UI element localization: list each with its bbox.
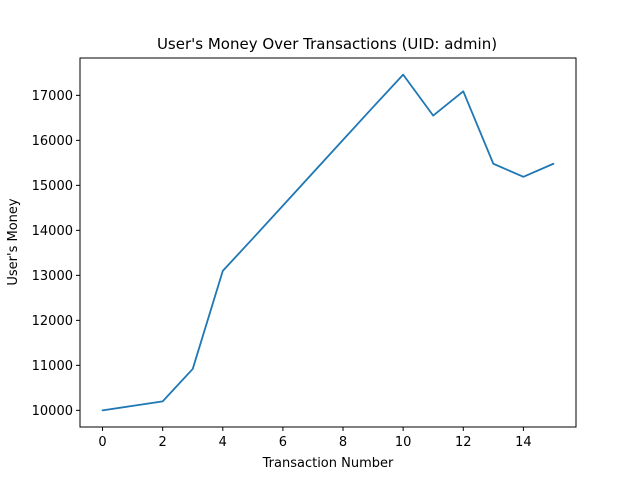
y-tick-label: 17000 [32,89,73,104]
x-tick-label: 0 [98,435,106,450]
x-tick-label: 8 [339,435,347,450]
x-tick-label: 10 [395,435,412,450]
y-tick-label: 16000 [32,134,73,149]
y-axis: 10000 11000 12000 13000 14000 15000 16000 17000 [32,89,80,419]
x-axis-label: Transaction Number [262,456,394,471]
x-tick-label: 2 [159,435,167,450]
series-line [101,73,555,412]
x-tick-label: 6 [279,435,287,450]
x-axis: 0 2 4 6 8 10 12 14 [98,427,532,450]
x-tick-label: 4 [219,435,227,450]
y-axis-label: User's Money [6,198,21,286]
y-tick-label: 15000 [32,179,73,194]
y-tick-label: 11000 [32,359,73,374]
y-tick-label: 10000 [32,404,73,419]
y-tick-label: 13000 [32,269,73,284]
y-tick-label: 12000 [32,314,73,329]
plot-frame [79,57,577,428]
plot-area [101,73,555,412]
x-tick-label: 12 [455,435,472,450]
chart-title: User's Money Over Transactions (UID: adm… [157,35,497,53]
x-tick-label: 14 [515,435,532,450]
y-tick-label: 14000 [32,224,73,239]
